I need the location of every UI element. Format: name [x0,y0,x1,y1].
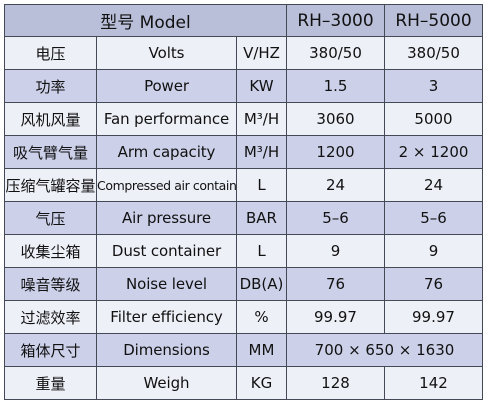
param-name-en: Dust container [96,234,237,268]
param-name-en: Noise level [96,267,237,301]
param-unit: MM [236,333,287,367]
value-rh3000: 128 [286,366,385,400]
param-name-cn: 风机风量 [4,102,97,136]
table-row: 过滤效率 Filter efficiency % 99.97 99.97 [4,300,483,334]
param-name-cn: 重量 [4,366,97,400]
table-row: 吸气臂气量 Arm capacity M³/H 1200 2 × 1200 [4,135,483,169]
table-row: 电压 Volts V/HZ 380/50 380/50 [4,36,483,70]
table-row: 收集尘箱 Dust container L 9 9 [4,234,483,268]
model-rh3000-header: RH–3000 [286,4,385,37]
param-name-en: Filter efficiency [96,300,237,334]
param-unit: V/HZ [236,36,287,70]
table-row: 箱体尺寸 Dimensions MM 700 × 650 × 1630 [4,333,483,367]
header-row: 型号 Model RH–3000 RH–5000 [4,4,483,37]
table-row: 压缩气罐容量 Compressed air container L 24 24 [4,168,483,202]
param-unit: KW [236,69,287,103]
value-rh3000: 3060 [286,102,385,136]
param-name-en: Air pressure [96,201,237,235]
param-name-en: Weigh [96,366,237,400]
param-name-cn: 气压 [4,201,97,235]
param-name-en: Dimensions [96,333,237,367]
spec-table: 型号 Model RH–3000 RH–5000 电压 Volts V/HZ 3… [4,4,483,400]
param-name-cn: 压缩气罐容量 [4,168,97,202]
param-name-cn: 吸气臂气量 [4,135,97,169]
value-rh3000: 24 [286,168,385,202]
param-unit: M³/H [236,102,287,136]
value-rh3000: 380/50 [286,36,385,70]
table-row: 重量 Weigh KG 128 142 [4,366,483,400]
param-name-cn: 箱体尺寸 [4,333,97,367]
value-rh5000: 5–6 [384,201,483,235]
value-rh5000: 5000 [384,102,483,136]
value-rh3000: 5–6 [286,201,385,235]
spec-table-container: 型号 Model RH–3000 RH–5000 电压 Volts V/HZ 3… [4,4,483,400]
param-unit: M³/H [236,135,287,169]
value-rh5000: 380/50 [384,36,483,70]
value-merged-dimensions: 700 × 650 × 1630 [286,333,483,367]
param-name-cn: 电压 [4,36,97,70]
param-name-en: Fan performance [96,102,237,136]
table-row: 噪音等级 Noise level DB(A) 76 76 [4,267,483,301]
param-name-cn: 噪音等级 [4,267,97,301]
value-rh3000: 1200 [286,135,385,169]
model-header: 型号 Model [4,4,287,37]
param-unit: L [236,234,287,268]
param-unit: KG [236,366,287,400]
value-rh3000: 9 [286,234,385,268]
model-rh5000-header: RH–5000 [384,4,483,37]
param-name-cn: 过滤效率 [4,300,97,334]
param-unit: BAR [236,201,287,235]
value-rh5000: 3 [384,69,483,103]
value-rh5000: 2 × 1200 [384,135,483,169]
param-unit: % [236,300,287,334]
param-name-en: Power [96,69,237,103]
table-row: 风机风量 Fan performance M³/H 3060 5000 [4,102,483,136]
value-rh5000: 9 [384,234,483,268]
param-name-cn: 收集尘箱 [4,234,97,268]
param-name-en: Volts [96,36,237,70]
value-rh5000: 24 [384,168,483,202]
value-rh3000: 76 [286,267,385,301]
param-name-en: Compressed air container [96,168,237,202]
value-rh5000: 99.97 [384,300,483,334]
value-rh5000: 76 [384,267,483,301]
param-name-cn: 功率 [4,69,97,103]
value-rh3000: 99.97 [286,300,385,334]
param-name-en: Arm capacity [96,135,237,169]
param-unit: L [236,168,287,202]
table-row: 功率 Power KW 1.5 3 [4,69,483,103]
table-row: 气压 Air pressure BAR 5–6 5–6 [4,201,483,235]
param-unit: DB(A) [236,267,287,301]
value-rh3000: 1.5 [286,69,385,103]
value-rh5000: 142 [384,366,483,400]
